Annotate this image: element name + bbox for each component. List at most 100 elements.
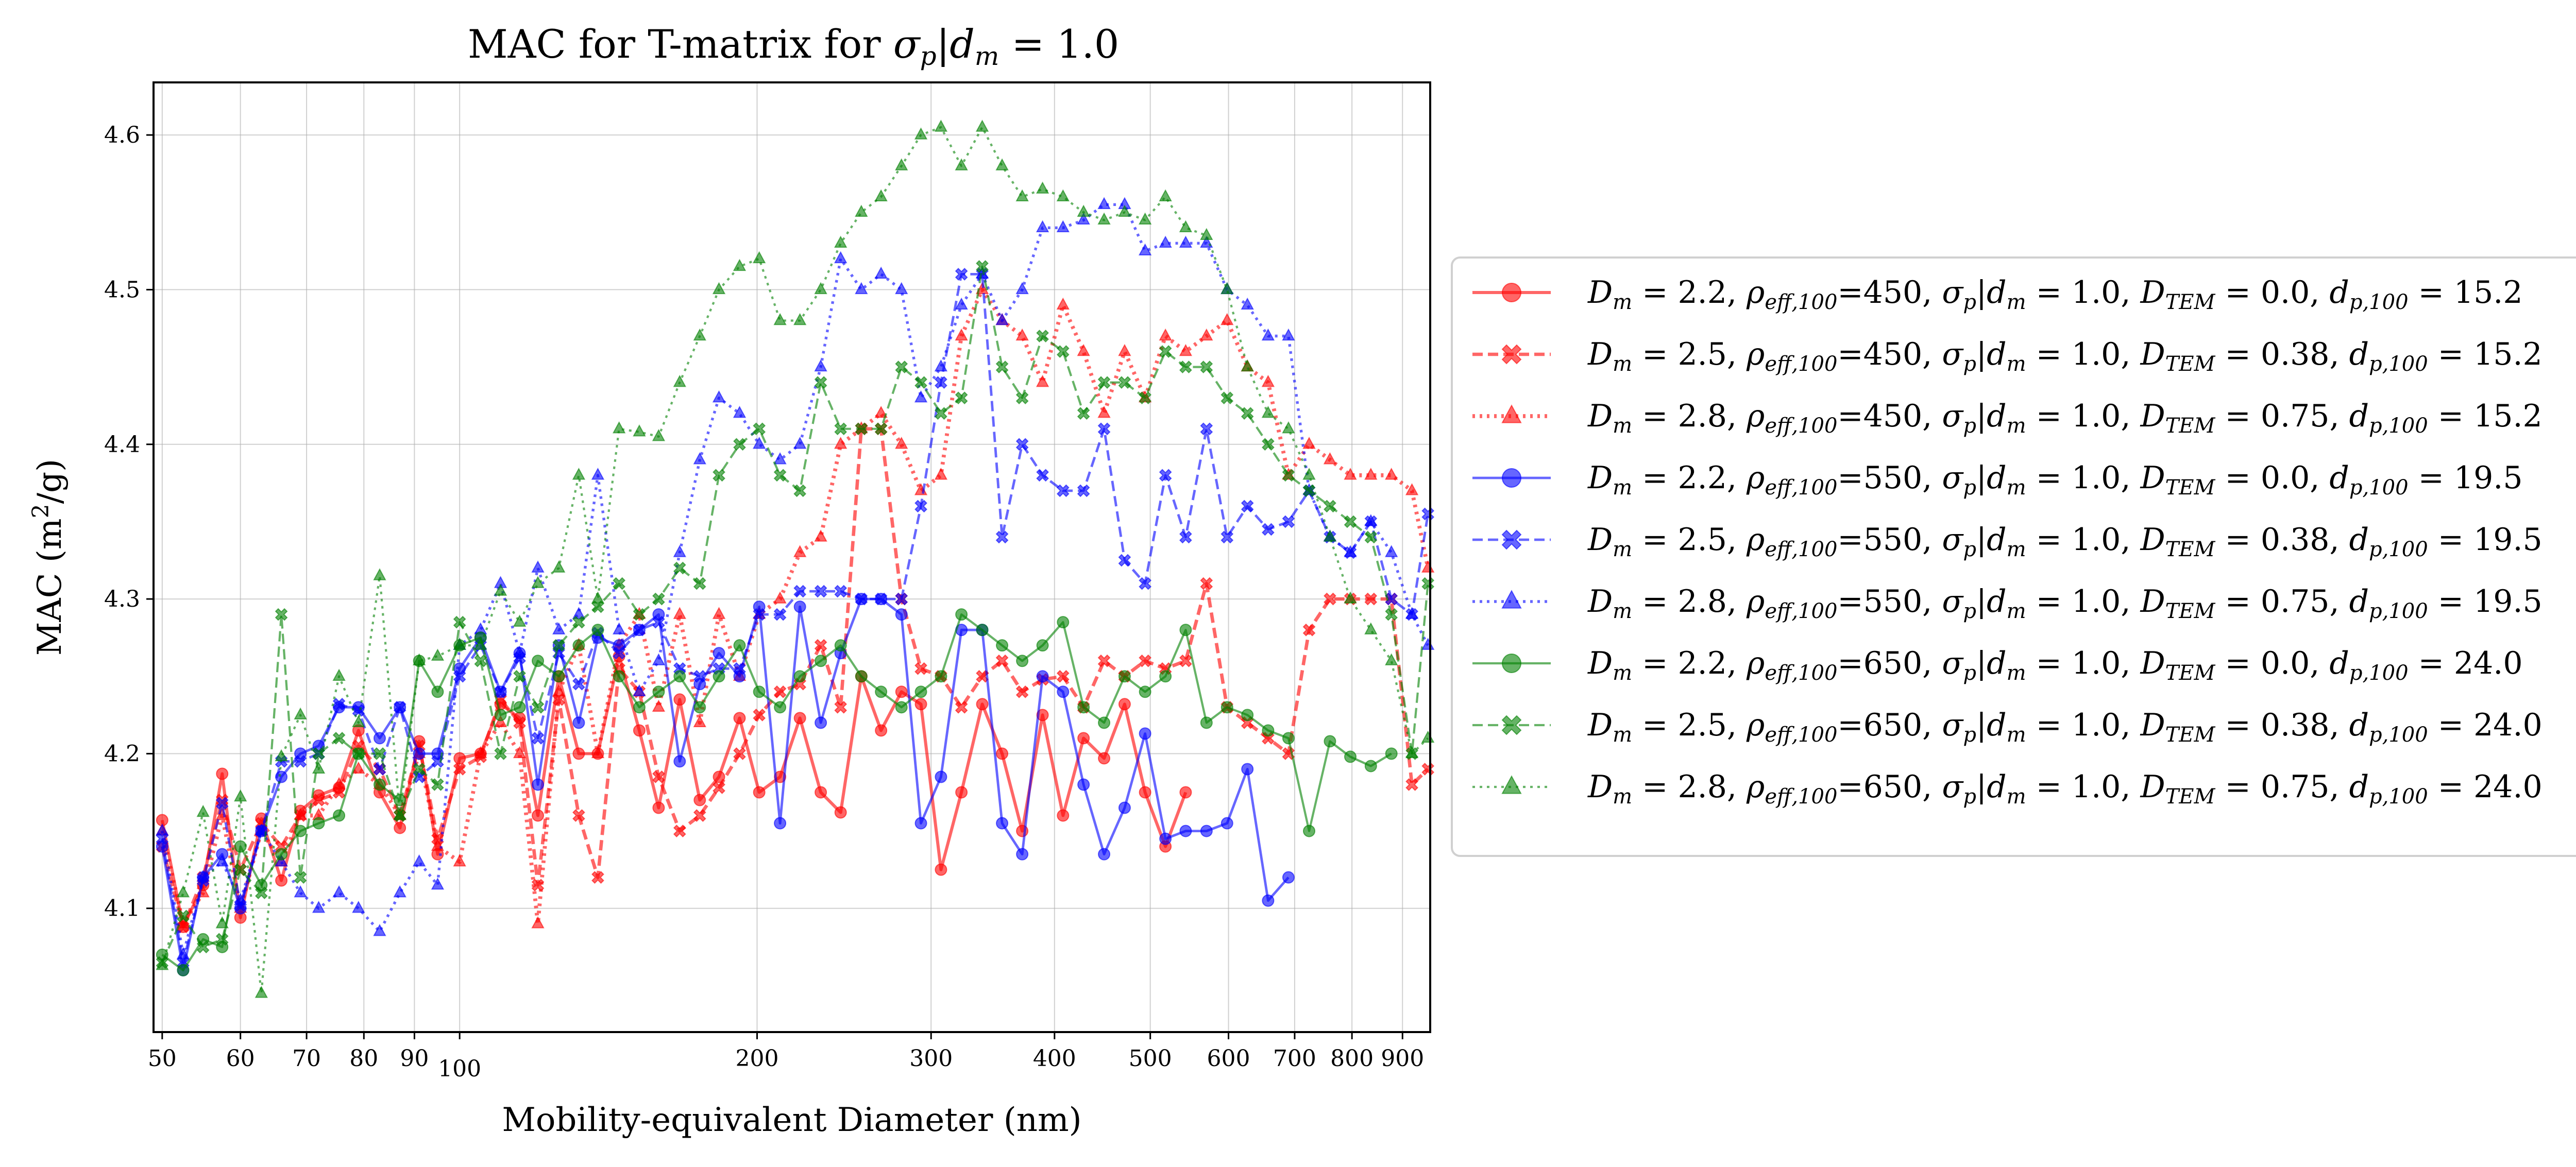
data-point bbox=[275, 749, 288, 762]
legend-entry: Dm = 2.2, ρeff,100=450, σp|dm = 1.0, DTE… bbox=[1472, 274, 2523, 314]
data-point bbox=[1016, 655, 1029, 667]
data-point bbox=[793, 484, 807, 497]
data-point bbox=[1077, 344, 1090, 356]
data-point bbox=[713, 670, 725, 683]
data-point bbox=[373, 747, 386, 760]
data-point bbox=[995, 158, 1009, 170]
data-point bbox=[373, 732, 386, 745]
data-point bbox=[1364, 622, 1378, 634]
data-point bbox=[1138, 212, 1152, 225]
data-point bbox=[591, 871, 604, 884]
data-point bbox=[1385, 653, 1398, 665]
data-point bbox=[633, 424, 646, 437]
data-point bbox=[793, 712, 806, 725]
data-point bbox=[793, 313, 807, 325]
data-point bbox=[773, 608, 787, 621]
data-point bbox=[373, 568, 386, 580]
legend-label: Dm = 2.5, ρeff,100=550, σp|dm = 1.0, DTE… bbox=[1587, 522, 2543, 561]
data-point bbox=[1262, 724, 1275, 737]
data-point bbox=[1015, 282, 1029, 295]
data-point bbox=[793, 545, 807, 557]
data-point bbox=[352, 900, 365, 913]
data-point bbox=[613, 646, 626, 660]
data-point bbox=[1036, 709, 1049, 722]
plot-frame bbox=[152, 81, 1431, 1033]
data-point bbox=[1138, 243, 1152, 256]
data-point bbox=[591, 468, 605, 480]
data-point bbox=[1364, 592, 1378, 606]
data-point bbox=[1118, 698, 1131, 711]
data-point bbox=[995, 654, 1009, 667]
legend-label: Dm = 2.5, ρeff,100=450, σp|dm = 1.0, DTE… bbox=[1587, 336, 2543, 376]
data-point bbox=[1118, 204, 1131, 217]
x-tick-label: 800 bbox=[1330, 1045, 1374, 1072]
data-point bbox=[693, 328, 706, 341]
data-point bbox=[934, 119, 948, 132]
data-point bbox=[673, 670, 686, 683]
data-point bbox=[1098, 848, 1111, 861]
data-point bbox=[453, 638, 466, 650]
data-point bbox=[1200, 228, 1213, 241]
data-point bbox=[1139, 786, 1151, 799]
y-tick-label: 4.1 bbox=[104, 896, 140, 922]
data-point bbox=[1015, 685, 1029, 698]
data-point bbox=[531, 731, 545, 745]
chart-title: MAC for T-matrix for σp|dm = 1.0 bbox=[468, 21, 1119, 71]
data-point bbox=[591, 591, 605, 604]
data-point bbox=[733, 712, 746, 725]
data-point bbox=[513, 746, 527, 759]
y-axis-title: MAC (m2/g) bbox=[28, 459, 69, 656]
data-point bbox=[1385, 468, 1398, 480]
legend-label: Dm = 2.8, ρeff,100=650, σp|dm = 1.0, DTE… bbox=[1587, 769, 2543, 809]
data-point bbox=[874, 189, 888, 201]
data-point bbox=[1118, 554, 1131, 567]
data-point bbox=[693, 670, 706, 683]
data-point bbox=[955, 267, 968, 281]
data-point bbox=[713, 781, 725, 794]
legend-marker bbox=[1501, 775, 1522, 794]
data-point bbox=[1261, 523, 1275, 536]
data-point bbox=[1036, 639, 1049, 652]
data-point bbox=[914, 698, 927, 711]
data-point bbox=[1200, 825, 1213, 837]
data-point bbox=[1344, 750, 1357, 763]
data-point bbox=[176, 947, 190, 959]
data-point bbox=[1097, 422, 1111, 436]
data-point bbox=[752, 251, 766, 264]
data-point bbox=[1179, 654, 1192, 667]
data-point bbox=[332, 777, 346, 790]
data-point bbox=[255, 986, 268, 998]
data-point bbox=[1385, 592, 1398, 606]
data-point bbox=[494, 709, 507, 722]
data-point bbox=[1200, 577, 1213, 590]
data-point bbox=[713, 647, 725, 660]
data-point bbox=[1200, 716, 1213, 729]
data-point bbox=[531, 916, 545, 929]
legend-marker bbox=[1501, 404, 1522, 423]
data-point bbox=[955, 786, 968, 799]
data-point bbox=[733, 259, 747, 271]
data-point bbox=[531, 560, 545, 573]
data-point bbox=[1324, 500, 1336, 513]
data-point bbox=[1015, 391, 1029, 405]
data-point bbox=[1241, 709, 1254, 722]
data-point bbox=[474, 654, 487, 667]
data-point bbox=[1036, 374, 1049, 387]
data-point bbox=[177, 909, 190, 923]
data-point bbox=[1056, 345, 1070, 358]
data-point bbox=[1221, 282, 1234, 295]
data-point bbox=[572, 468, 586, 480]
legend-marker bbox=[1501, 590, 1522, 609]
data-point bbox=[855, 204, 868, 217]
data-point bbox=[955, 700, 968, 714]
data-point bbox=[1118, 376, 1131, 389]
data-point bbox=[333, 809, 346, 822]
data-point bbox=[1385, 747, 1398, 760]
data-point bbox=[652, 615, 665, 629]
data-point bbox=[834, 422, 848, 436]
data-point bbox=[773, 313, 787, 325]
data-point bbox=[1302, 437, 1316, 449]
data-point bbox=[494, 584, 507, 596]
data-point bbox=[431, 778, 444, 791]
data-point bbox=[255, 886, 268, 900]
